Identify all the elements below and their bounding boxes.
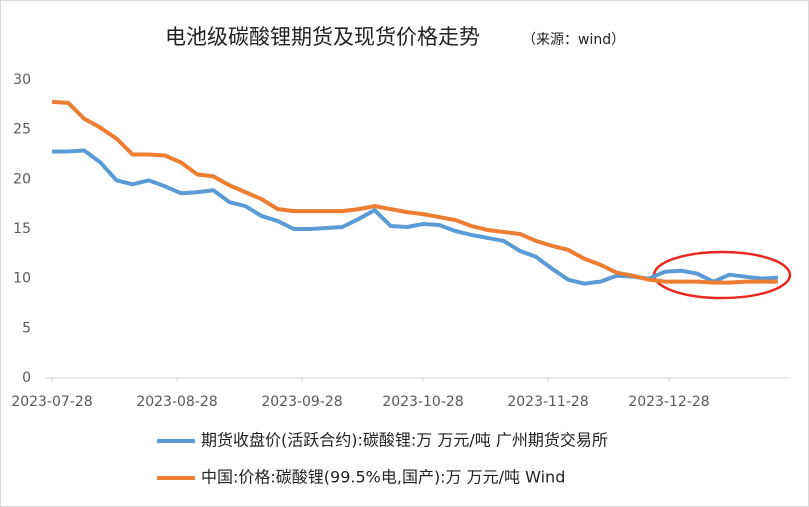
x-tick-label: 2023-11-28 bbox=[507, 394, 588, 410]
y-tick-label: 5 bbox=[22, 320, 31, 336]
legend-label: 期货收盘价(活跃合约):碳酸锂:万 万元/吨 广州期货交易所 bbox=[201, 431, 608, 450]
y-tick-label: 25 bbox=[13, 122, 31, 138]
legend-label: 中国:价格:碳酸锂(99.5%电,国产):万 万元/吨 Wind bbox=[201, 468, 565, 487]
x-tick-label: 2023-12-28 bbox=[628, 394, 709, 410]
y-tick-label: 30 bbox=[13, 72, 31, 88]
x-tick-label: 2023-08-28 bbox=[136, 394, 217, 410]
chart-title: 电池级碳酸锂期货及现货价格走势 bbox=[165, 25, 480, 49]
x-tick-label: 2023-09-28 bbox=[261, 394, 342, 410]
y-tick-label: 10 bbox=[13, 271, 31, 287]
y-tick-label: 20 bbox=[13, 171, 31, 187]
y-tick-label: 15 bbox=[13, 221, 31, 237]
x-tick-label: 2023-07-28 bbox=[11, 394, 92, 410]
x-tick-label: 2023-10-28 bbox=[382, 394, 463, 410]
series-line bbox=[51, 99, 778, 285]
series-line bbox=[52, 148, 779, 286]
y-tick-label: 0 bbox=[22, 370, 31, 386]
chart-subtitle: （来源：wind） bbox=[522, 32, 625, 48]
